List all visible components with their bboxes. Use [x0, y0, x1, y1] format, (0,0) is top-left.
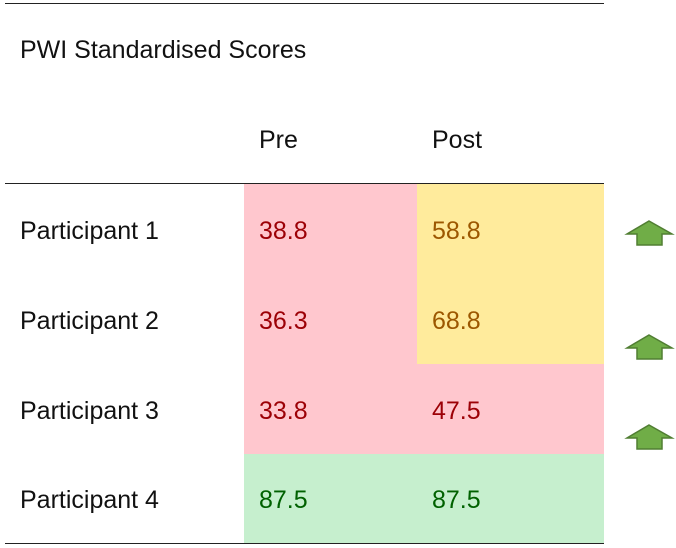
- cell-value: 33.8: [259, 397, 308, 425]
- cell-value: 36.3: [259, 307, 308, 335]
- rule: [5, 3, 604, 4]
- rule: [5, 543, 604, 544]
- cell-fill: [244, 454, 604, 544]
- cell-fill: [417, 364, 604, 454]
- cell-fill: [244, 184, 417, 454]
- cell-value: 47.5: [432, 397, 481, 425]
- cell-value: 38.8: [259, 217, 308, 245]
- rule: [5, 183, 604, 184]
- row-label: Participant 4: [20, 486, 159, 514]
- cell-value: 87.5: [259, 486, 308, 514]
- row-label: Participant 3: [20, 397, 159, 425]
- cell-fill: [417, 184, 604, 364]
- cell-value: 68.8: [432, 307, 481, 335]
- row-label: Participant 1: [20, 217, 159, 245]
- row-label: Participant 2: [20, 307, 159, 335]
- column-header: Pre: [259, 126, 298, 154]
- cell-value: 87.5: [432, 486, 481, 514]
- column-header: Post: [432, 126, 483, 154]
- up-arrow: [624, 424, 675, 450]
- cell-value: 58.8: [432, 217, 481, 245]
- title: PWI Standardised Scores: [20, 36, 307, 64]
- up-arrow: [624, 334, 675, 360]
- up-arrow: [624, 220, 675, 246]
